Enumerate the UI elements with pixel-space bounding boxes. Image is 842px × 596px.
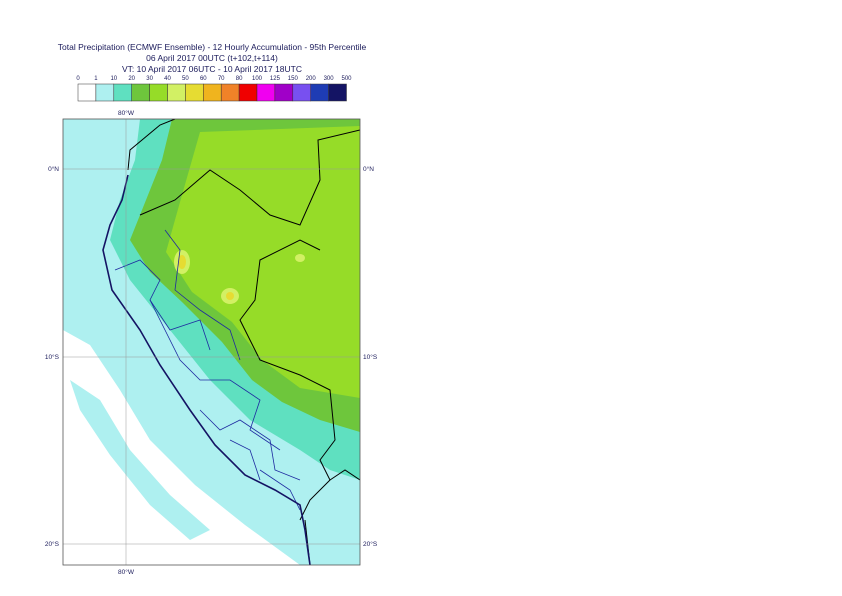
colorbar-label: 125 <box>270 76 281 82</box>
lon-label: 80°W <box>118 109 135 117</box>
lon-label: 80°W <box>118 568 135 576</box>
colorbar: 0 1 10 20 30 40 50 60 70 80 100 125 150 200 300 500 <box>76 76 352 102</box>
departments <box>114 229 301 511</box>
colorbar-swatch <box>131 83 150 102</box>
colorbar-label: 100 <box>252 76 263 82</box>
map-frame <box>62 118 361 566</box>
colorbar-swatch <box>220 83 240 102</box>
colorbar-label: 80 <box>236 76 243 82</box>
precip-50 <box>178 255 186 269</box>
colorbar-label: 50 <box>182 76 189 82</box>
colorbar-label: 30 <box>146 76 153 82</box>
colorbar-swatch <box>292 83 311 102</box>
colorbar-label: 300 <box>324 76 335 82</box>
colorbar-label: 0 <box>76 76 80 82</box>
sea-streak <box>70 380 210 540</box>
colorbar-swatch <box>256 83 276 102</box>
lat-label: 10°S <box>45 353 60 361</box>
lat-label: 20°S <box>45 540 60 548</box>
base-time: 06 April 2017 00UTC (t+102,t+114) <box>146 53 278 63</box>
precip-30 <box>166 126 360 398</box>
colorbar-swatch <box>185 83 204 102</box>
coastline <box>102 174 311 565</box>
valid-time: VT: 10 April 2017 06UTC - 10 April 2017 … <box>122 64 302 74</box>
colorbar-swatch <box>167 83 186 102</box>
colorbar-swatch <box>203 83 222 102</box>
precip-50 <box>226 292 234 300</box>
colorbar-label: 60 <box>200 76 207 82</box>
lat-label: 10°S <box>363 353 378 361</box>
title: Total Precipitation (ECMWF Ensemble) - 1… <box>58 42 367 52</box>
colorbar-swatch <box>113 83 132 102</box>
colorbar-label: 40 <box>164 76 171 82</box>
colorbar-swatch <box>149 83 168 102</box>
colorbar-swatch <box>238 83 258 102</box>
colorbar-swatch <box>274 83 294 102</box>
colorbar-label: 70 <box>218 76 225 82</box>
lat-label: 20°S <box>363 540 378 548</box>
lat-label: 0°N <box>363 165 374 173</box>
graticule <box>63 119 360 565</box>
precip-40 <box>295 254 305 262</box>
colorbar-label: 200 <box>306 76 317 82</box>
map <box>63 119 360 565</box>
colorbar-label: 500 <box>341 76 352 82</box>
colorbar-swatch <box>77 83 97 102</box>
colorbar-label: 1 <box>94 76 98 82</box>
colorbar-label: 150 <box>288 76 299 82</box>
colorbar-swatch <box>95 83 115 102</box>
colorbar-swatch <box>328 83 347 102</box>
colorbar-label: 20 <box>128 76 135 82</box>
lat-label: 0°N <box>48 165 59 173</box>
colorbar-swatch <box>310 83 329 102</box>
dry-area <box>63 330 300 565</box>
colorbar-label: 10 <box>110 76 117 82</box>
